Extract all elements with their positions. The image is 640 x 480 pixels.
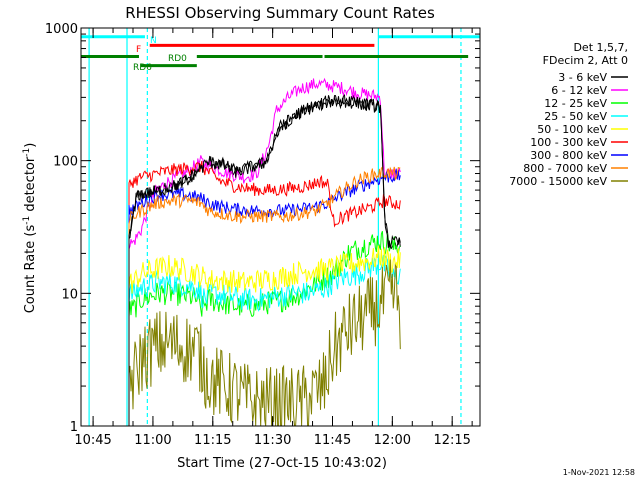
series-line: [128, 95, 401, 426]
series-line: [128, 254, 401, 426]
legend-header-line: FDecim 2, Att 0: [543, 54, 628, 67]
flag-label: N: [150, 36, 157, 46]
legend-entry-label: 100 - 300 keV: [530, 136, 607, 149]
flag-label: RD6: [133, 63, 152, 73]
flag-label: RD0: [168, 54, 187, 64]
x-axis-label: Start Time (27-Oct-15 10:43:02): [177, 456, 387, 471]
x-tick-label: 11:00: [134, 433, 171, 448]
legend-entry-label: 7000 - 15000 keV: [509, 175, 607, 188]
legend-entry-label: 50 - 100 keV: [537, 123, 607, 136]
axes: 1 10 100 1000 10:45 11:00 11:15 11:30 11:45 12:00…: [45, 22, 480, 448]
x-tick-label: 10:45: [74, 433, 111, 448]
x-tick-label: 12:00: [374, 433, 411, 448]
x-tick-label: 11:45: [314, 433, 351, 448]
y-tick-label: 10: [61, 287, 78, 302]
y-axis-label: Count Rate (s-1 detector-1): [22, 143, 38, 314]
series-line: [128, 245, 401, 426]
y-tick-label: 100: [53, 155, 78, 170]
plot-area: FN RD0 RD6: [81, 28, 480, 427]
x-tick-label: 11:30: [254, 433, 291, 448]
y-tick-label: 1000: [45, 22, 78, 37]
x-tick-label: 12:15: [433, 433, 470, 448]
flag-label: F: [136, 45, 141, 55]
series-line: [128, 259, 401, 427]
legend-entry-label: 300 - 800 keV: [530, 149, 607, 162]
legend-header-line: Det 1,5,7,: [573, 41, 628, 54]
legend-entry-label: 6 - 12 keV: [551, 84, 607, 97]
series-line: [128, 165, 401, 426]
legend-entry-label: 800 - 7000 keV: [523, 162, 607, 175]
chart-title: RHESSI Observing Summary Count Rates: [125, 4, 435, 22]
x-tick-label: 11:15: [194, 433, 231, 448]
legend-entry-label: 3 - 6 keV: [558, 71, 607, 84]
generation-timestamp: 1-Nov-2021 12:58: [563, 468, 635, 477]
series-line: [128, 160, 401, 426]
y-tick-label: 1: [70, 420, 78, 435]
legend-entry-label: 25 - 50 keV: [544, 110, 607, 123]
legend-entry-label: 12 - 25 keV: [544, 97, 607, 110]
plot-frame: [80, 27, 481, 427]
